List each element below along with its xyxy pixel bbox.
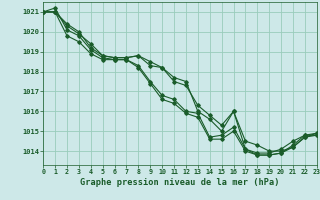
X-axis label: Graphe pression niveau de la mer (hPa): Graphe pression niveau de la mer (hPa) <box>80 178 280 187</box>
